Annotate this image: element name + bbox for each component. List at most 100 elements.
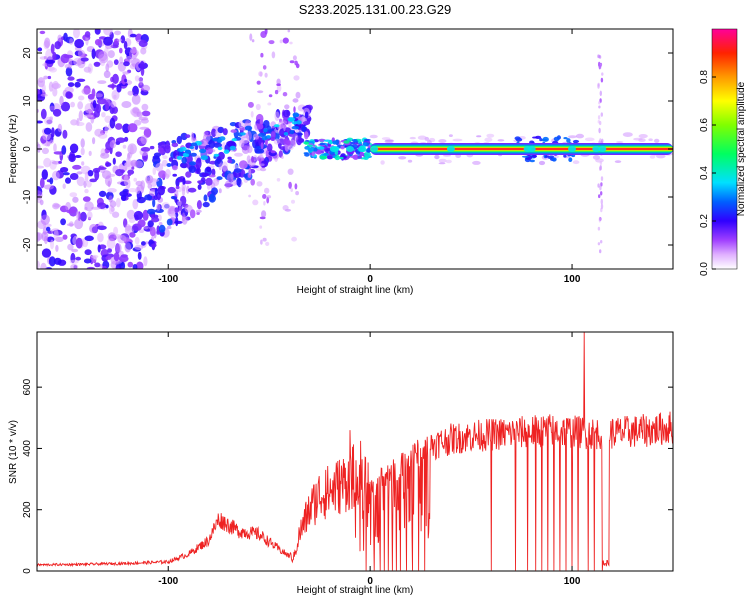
- spectrogram-blob: [202, 201, 210, 208]
- spectrogram-blob: [568, 157, 573, 162]
- spectrogram-blob: [140, 47, 147, 55]
- spectrogram-blob: [165, 173, 170, 179]
- spectrogram-blob: [78, 95, 85, 101]
- spectrogram-blob: [248, 168, 252, 176]
- spectrogram-blob: [52, 170, 60, 181]
- spectrogram-blob: [104, 125, 109, 134]
- spectrogram-blob: [177, 179, 183, 183]
- spectrogram-blob: [103, 70, 111, 79]
- spectrogram-blob: [84, 201, 94, 212]
- spectrogram-blob: [44, 235, 48, 245]
- spectrogram-blob: [139, 126, 150, 130]
- spectrogram-blob: [98, 53, 109, 64]
- spectrogram-blob: [182, 152, 188, 158]
- spectrogram-blob: [572, 160, 580, 165]
- spectrogram-blob: [134, 244, 144, 251]
- x-tick-label: 0: [367, 576, 373, 587]
- spectrogram-blob: [649, 155, 656, 159]
- spectrogram-blob: [104, 115, 112, 124]
- spectrogram-blob: [143, 225, 149, 230]
- spectrogram-blob: [291, 199, 295, 204]
- spectrogram-blob: [380, 160, 385, 165]
- spectrogram-blob: [222, 128, 228, 136]
- spectrogram-blob: [102, 265, 107, 269]
- spectrogram-blob: [291, 125, 300, 130]
- spectrogram-blob: [304, 131, 309, 140]
- spectrogram-blob: [122, 71, 130, 75]
- spectrogram-blob: [87, 211, 93, 220]
- spectrogram-blob: [175, 185, 180, 190]
- spectrogram-blob: [638, 134, 648, 139]
- spectrogram-blob: [260, 142, 264, 150]
- spectrogram-blob: [217, 126, 225, 134]
- spectrogram-blob: [332, 140, 338, 145]
- colorbar-tick-label: 0.8: [699, 70, 710, 84]
- spectrogram-blob: [595, 158, 604, 163]
- spectrogram-blob: [551, 157, 557, 162]
- spectrogram-blob: [40, 214, 50, 225]
- spectrogram-blob: [75, 121, 85, 127]
- spectrogram-blob: [156, 203, 161, 211]
- spectrogram-blob: [62, 129, 68, 139]
- spectrogram-blob: [115, 264, 122, 269]
- spectrogram-blob: [69, 192, 78, 198]
- spectrogram-blob: [211, 187, 218, 195]
- spectrogram-blob: [115, 243, 122, 253]
- spectrogram-blob: [172, 173, 177, 177]
- spectrogram-blob: [293, 106, 296, 113]
- spectrogram-blob: [542, 136, 549, 142]
- spectrogram-blob: [97, 225, 107, 231]
- spectrogram-blob: [208, 139, 215, 149]
- spectrogram-blob: [74, 38, 84, 49]
- spectrogram-blob: [326, 155, 333, 160]
- spectrogram-blob: [290, 188, 294, 192]
- spectrogram-blob: [131, 94, 141, 105]
- spectrogram-blob: [93, 61, 101, 67]
- x-tick-label: 100: [564, 576, 581, 587]
- spectrogram-blob: [80, 138, 85, 148]
- spectrogram-blob: [266, 143, 273, 152]
- spectrogram-blob: [84, 103, 94, 114]
- spectrogram-blob: [142, 156, 148, 160]
- spectrogram-blob: [84, 235, 94, 242]
- spectrogram-blob: [115, 197, 121, 208]
- spectrogram-blob: [264, 187, 270, 194]
- spectrogram-blob: [105, 101, 110, 111]
- snr-ticks: -100 0 100 0 200 400 600: [22, 332, 673, 587]
- spectrogram-blob: [472, 160, 481, 165]
- spectrogram-blob: [600, 240, 603, 244]
- spectrogram-blob: [131, 166, 135, 170]
- spectrogram-blob: [211, 168, 216, 177]
- spectrogram-blob: [181, 182, 186, 192]
- spectrogram-blob: [135, 186, 141, 194]
- spectrogram-blob: [116, 83, 122, 93]
- spectrogram-blob: [259, 118, 263, 126]
- spectrogram-blob: [597, 115, 601, 120]
- spectrogram-blob: [566, 138, 571, 143]
- spectrogram-blob: [181, 215, 188, 225]
- spectrogram-blob: [52, 51, 57, 61]
- spectrogram-blob: [127, 261, 134, 268]
- spectrogram-blob: [127, 90, 134, 96]
- snr-ylabel: SNR (10 * v/v): [8, 420, 19, 484]
- spectrogram-blob: [43, 184, 54, 190]
- spectrogram-blob: [86, 180, 92, 188]
- y-tick-label: -10: [22, 189, 33, 204]
- spectrogram-blob: [203, 131, 209, 137]
- spectrogram-blob: [52, 202, 60, 210]
- spectrogram-blob: [110, 100, 117, 108]
- spectrogram-blob: [599, 161, 603, 165]
- spectrogram-blob: [140, 147, 151, 152]
- spectrogram-blob: [69, 173, 79, 180]
- spectrogram-blob: [600, 176, 604, 181]
- spectrogram-blob: [598, 194, 601, 199]
- spectrogram-blob: [77, 101, 84, 110]
- spectrogram-blob: [601, 138, 604, 144]
- spectrogram-blob: [107, 232, 117, 242]
- spectrogram-blob: [113, 226, 119, 236]
- spectrogram-blob: [217, 146, 223, 151]
- spectrogram-blob: [288, 181, 292, 189]
- spectrogram-blob: [271, 51, 276, 59]
- spectrogram-blob: [57, 34, 62, 42]
- spectrogram-blob: [260, 167, 267, 172]
